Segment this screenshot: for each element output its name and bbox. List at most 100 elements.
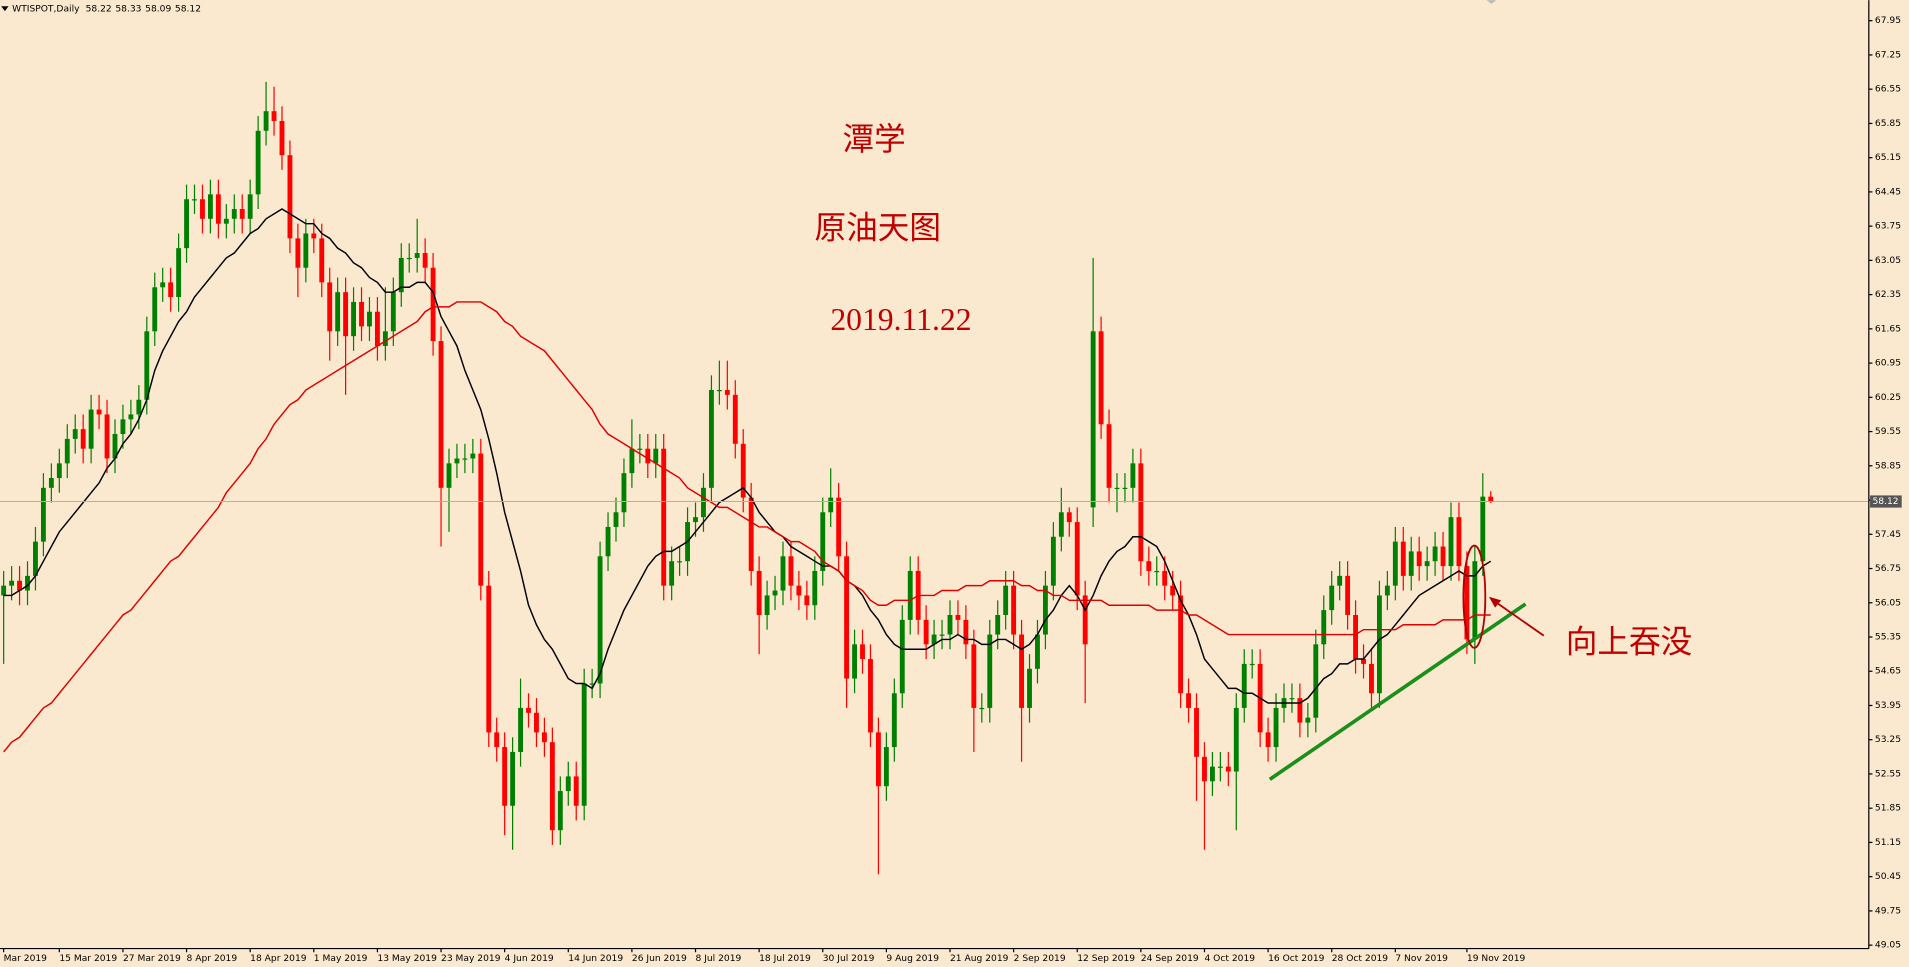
annotation-pattern: 向上吞没 (1566, 625, 1693, 660)
candle-body (1090, 331, 1096, 508)
candle-body (359, 301, 364, 327)
candle-body (780, 556, 786, 591)
y-tick-label: 66.55 (1875, 85, 1901, 95)
candle-body (200, 199, 205, 219)
candle-body (1480, 496, 1486, 562)
candle-body (1384, 585, 1390, 596)
candle-body (263, 111, 269, 131)
candle-body (1440, 546, 1446, 567)
candle-body (1376, 595, 1382, 694)
y-tick-label: 67.25 (1875, 50, 1901, 60)
y-tick-label: 52.55 (1875, 769, 1901, 779)
candle-body (80, 429, 86, 449)
y-tick-label: 60.95 (1875, 359, 1901, 369)
candle-body (1019, 634, 1024, 708)
candle-body (351, 301, 356, 337)
x-tick-label: 14 Jun 2019 (568, 954, 623, 964)
candle-body (1345, 575, 1351, 615)
candle-body (963, 619, 969, 645)
x-tick-label: 28 Oct 2019 (1332, 954, 1389, 964)
x-tick-label: 13 May 2019 (377, 954, 437, 964)
x-tick-label: Mar 2019 (4, 954, 48, 964)
candle-body (1066, 512, 1072, 523)
candle-body (1209, 766, 1215, 782)
candle-body (48, 478, 54, 488)
y-tick-label: 51.85 (1875, 804, 1901, 814)
x-tick-label: 24 Sep 2019 (1141, 954, 1199, 964)
candle-body (677, 561, 683, 563)
candle-body (828, 497, 834, 513)
candle-body (176, 248, 182, 298)
moving-average-line (3, 301, 1491, 753)
candle-body (701, 487, 706, 518)
candle-body (136, 399, 142, 415)
candle-body (820, 512, 826, 571)
candle-body (40, 487, 46, 542)
y-tick-label: 56.05 (1875, 598, 1901, 608)
candle-body (1217, 766, 1223, 768)
menu-arrow[interactable] (1, 6, 9, 12)
candle-body (1416, 551, 1422, 567)
candle-body (1361, 659, 1366, 664)
header-close: 58.12 (175, 4, 201, 14)
candle-body (1106, 424, 1112, 488)
candle-body (1050, 536, 1056, 586)
annotation-date: 2019.11.22 (830, 302, 971, 337)
x-tick-label: 12 Sep 2019 (1077, 954, 1135, 964)
candle-body (748, 497, 754, 571)
chart-title: WTISPOT,Daily (12, 4, 80, 14)
candle-body (1233, 707, 1239, 772)
candle-body (605, 526, 611, 557)
candle-body (1194, 707, 1199, 757)
x-tick-label: 1 May 2019 (314, 954, 368, 964)
candle-body (414, 253, 420, 258)
candle-body (239, 209, 245, 219)
y-tick-label: 50.45 (1875, 872, 1901, 882)
x-tick-label: 18 Jul 2019 (759, 954, 811, 964)
candle-body (1297, 698, 1303, 723)
candle-body (1058, 512, 1064, 537)
candle-body (64, 438, 70, 464)
candle-body (1321, 610, 1327, 645)
candle-body (1464, 566, 1470, 640)
candle-body (534, 712, 539, 733)
candle-body (788, 556, 794, 586)
candle-body (390, 292, 396, 332)
candle-body (557, 791, 563, 831)
candle-body (939, 634, 945, 636)
candle-body (740, 443, 746, 498)
candle-body (303, 233, 309, 268)
y-tick-label: 59.55 (1875, 427, 1901, 437)
candle-body (1305, 717, 1311, 723)
candle-body (96, 409, 102, 415)
y-tick-label: 55.35 (1875, 633, 1901, 643)
candle-body (860, 644, 865, 660)
candle-body (168, 282, 174, 298)
candle-body (9, 580, 15, 586)
candle-body (979, 707, 985, 710)
candle-body (152, 287, 158, 332)
candle-body (693, 517, 698, 523)
x-tick-label: 4 Jun 2019 (505, 954, 554, 964)
candle-body (589, 683, 595, 685)
candle-body (875, 732, 881, 787)
x-tick-label: 27 Mar 2019 (123, 954, 181, 964)
candle-body (995, 614, 1001, 635)
candle-body (1098, 331, 1104, 425)
candle-body (1249, 663, 1255, 666)
candle-body (518, 707, 523, 752)
candle-body (597, 556, 603, 684)
candle-body (1027, 668, 1032, 708)
candle-body (1353, 614, 1359, 660)
candle-body (708, 389, 714, 488)
candle-body (565, 776, 571, 792)
candle-body (72, 429, 78, 439)
candle-body (335, 292, 341, 332)
candle-body (104, 414, 110, 459)
moving-average-line (3, 208, 1492, 704)
candle-body (883, 747, 889, 787)
candle-body (406, 257, 412, 260)
candle-body (899, 619, 905, 694)
candle-body (33, 541, 38, 576)
candle-body (955, 614, 961, 620)
